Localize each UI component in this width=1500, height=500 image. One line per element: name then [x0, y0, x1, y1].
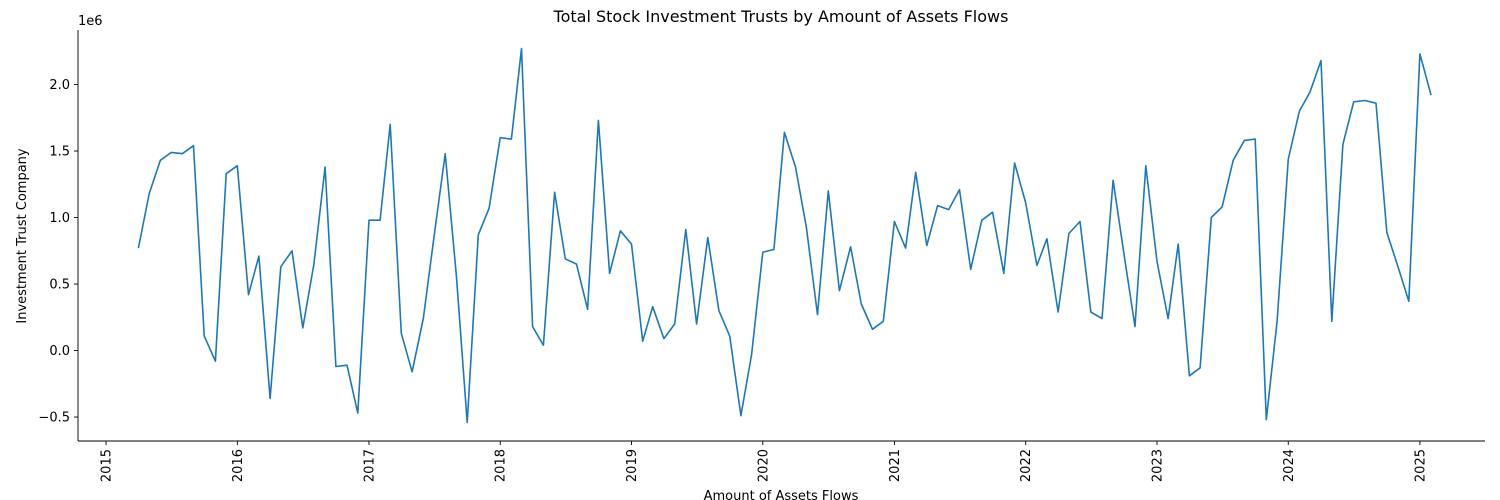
x-axis-ticks: 2015 2016 2017 2018 2019 2020 2021 2022 2023 2024…	[100, 441, 1428, 482]
series-line	[137, 47, 1432, 424]
y-tick-label: −0.5	[38, 411, 70, 426]
y-axis-ticks: −0.5 0.0 0.5 1.0 1.5 2.0	[38, 78, 78, 426]
x-tick-label: 2024	[1282, 449, 1297, 482]
x-tick-label: 2020	[756, 449, 771, 482]
y-tick-label: 2.0	[49, 78, 70, 93]
x-tick-label: 2016	[231, 449, 246, 482]
y-tick-label: 0.0	[49, 344, 70, 359]
x-tick-label: 2017	[362, 449, 377, 482]
x-tick-label: 2015	[100, 449, 115, 482]
y-tick-label: 0.5	[49, 278, 70, 293]
y-tick-label: 1.5	[49, 145, 70, 160]
x-tick-label: 2018	[494, 449, 509, 482]
x-tick-label: 2025	[1413, 449, 1428, 482]
y-axis-title: Investment Trust Company	[15, 148, 30, 324]
y-tick-label: 1.0	[49, 211, 70, 226]
x-tick-label: 2021	[888, 449, 903, 482]
chart-title: Total Stock Investment Trusts by Amount …	[553, 7, 1009, 26]
x-tick-label: 2019	[625, 449, 640, 482]
x-tick-label: 2023	[1150, 449, 1165, 482]
y-offset-label: 1e6	[78, 14, 103, 29]
x-axis-title: Amount of Assets Flows	[704, 489, 859, 500]
x-tick-label: 2022	[1019, 449, 1034, 482]
